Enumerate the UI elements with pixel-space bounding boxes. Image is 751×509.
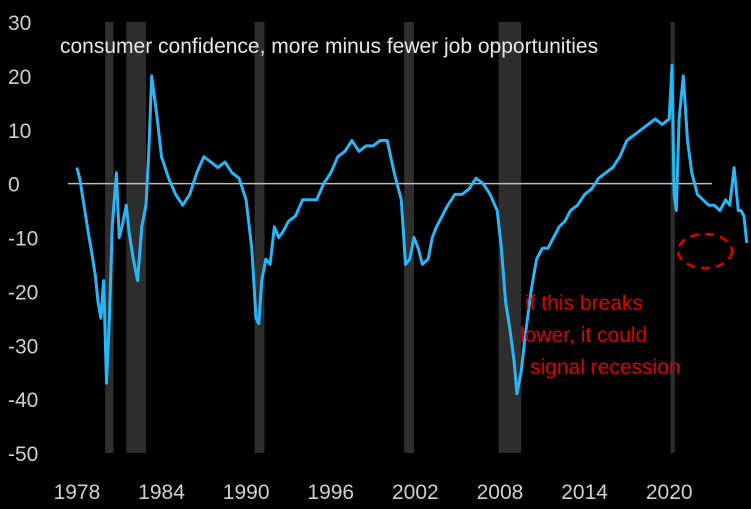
y-tick-label: 20 (8, 66, 31, 89)
recession-band (105, 22, 114, 453)
y-tick-label: -40 (8, 389, 38, 412)
x-tick-label: 1978 (54, 481, 101, 504)
x-tick-label: 1990 (223, 481, 270, 504)
y-tick-label: -20 (8, 281, 38, 304)
y-tick-label: -10 (8, 228, 38, 251)
y-axis-ticks: 30 20 10 0 -10 -20 -30 -40 -50 (8, 12, 38, 466)
annotation-line-2: lower, it could (520, 324, 647, 347)
recession-band (126, 22, 147, 453)
recession-bands (105, 22, 675, 453)
y-tick-label: 30 (8, 12, 31, 35)
series-line (75, 63, 749, 396)
x-tick-label: 1984 (138, 481, 185, 504)
annotation-line-1: if this breaks (525, 292, 643, 315)
x-tick-label: 1996 (307, 481, 354, 504)
x-tick-label: 2002 (392, 481, 439, 504)
y-tick-label: -30 (8, 335, 38, 358)
y-tick-label: 10 (8, 120, 31, 143)
highlight-circle (676, 232, 734, 270)
recession-band (670, 22, 675, 453)
x-tick-label: 2014 (561, 481, 608, 504)
y-tick-label: -50 (8, 443, 38, 466)
recession-band (404, 22, 414, 453)
x-tick-label: 2008 (477, 481, 524, 504)
x-axis-ticks: 1978 1984 1990 1996 2002 2008 2014 2020 (54, 481, 693, 504)
annotation-line-3: signal recession (530, 356, 681, 379)
recession-band (498, 22, 522, 453)
recession-band (254, 22, 265, 453)
x-tick-label: 2020 (646, 481, 693, 504)
y-tick-label: 0 (8, 174, 20, 197)
chart-title: consumer confidence, more minus fewer jo… (60, 35, 598, 58)
